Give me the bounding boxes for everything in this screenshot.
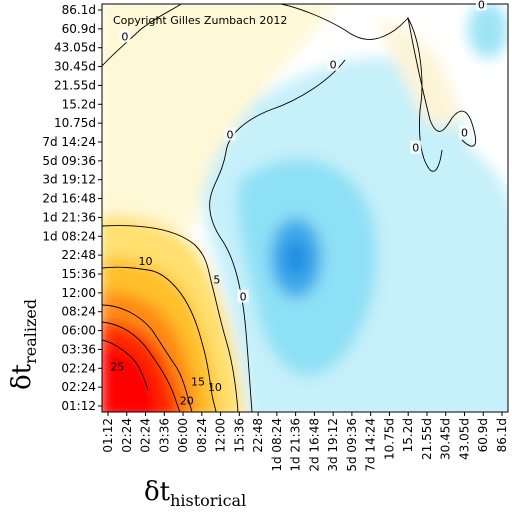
contour-five: [102, 225, 239, 412]
y-tick-label: 86.1d: [62, 3, 96, 17]
y-tick-label: 03:36: [61, 342, 96, 356]
contour-lines: [102, 4, 477, 412]
x-tick-label: 15:36: [232, 418, 246, 453]
x-tick-label: 08:24: [195, 418, 209, 453]
contour-label: 25: [110, 360, 124, 373]
contour-label: 20: [180, 394, 194, 407]
x-tick-label: 15.2d: [401, 418, 415, 452]
contour-label-bg: [119, 29, 131, 43]
y-tick-label: 02:24: [61, 380, 96, 394]
x-tick-label: 60.9d: [476, 418, 490, 452]
x-tick-label: 10.75d: [382, 418, 396, 460]
plot-frame: [101, 3, 509, 413]
contour-label: 0: [461, 127, 468, 140]
x-tick-label: 7d 14:24: [364, 418, 378, 472]
y-axis-title: δtrealized: [7, 299, 40, 390]
x-axis-symbol: δt: [144, 477, 171, 507]
contour-label: 0: [121, 30, 128, 43]
x-tick-label: 1d 08:24: [270, 418, 284, 472]
heat-field: [102, 4, 508, 412]
y-tick-label: 15.2d: [62, 97, 96, 111]
contour-zero-right: [407, 17, 443, 172]
contour-label-bg: [475, 0, 487, 11]
cool-top-right: [468, 4, 508, 58]
y-axis-symbol: δt: [7, 363, 37, 390]
y-tick-label: 7d 14:24: [42, 135, 96, 149]
warm-wash-right: [380, 20, 460, 129]
y-tick-label: 06:00: [61, 324, 96, 338]
y-tick-label: 08:24: [61, 305, 96, 319]
y-tick-label: 01:12: [61, 399, 96, 413]
contour-label: 10: [139, 255, 153, 268]
x-tick-label: 12:00: [214, 418, 228, 453]
x-tick-label: 1d 21:36: [289, 418, 303, 472]
y-tick-label: 1d 21:36: [42, 210, 96, 224]
y-tick-label: 3d 19:12: [42, 173, 96, 187]
x-tick-label: 01:12: [101, 418, 115, 453]
axis-ticks: 01:12 02:24 02:24 03:36 06:00 08:24 12:00 15:36…: [42, 3, 509, 472]
x-axis-subscript: historical: [170, 491, 246, 510]
contour-label: 0: [478, 0, 485, 11]
y-tick-label: 15:36: [61, 267, 96, 281]
x-tick-label: 86.1d: [495, 418, 509, 452]
svg-text:δtrealized: δtrealized: [7, 299, 40, 390]
y-tick-label: 12:00: [61, 286, 96, 300]
contour-ten: [102, 266, 217, 412]
y-tick-label: 43.05d: [54, 41, 96, 55]
contour-fifteen: [102, 304, 193, 412]
y-tick-label: 22:48: [61, 248, 96, 262]
y-tick-label: 30.45d: [54, 60, 96, 74]
x-tick-label: 06:00: [176, 418, 190, 453]
contour-zero-main: [102, 4, 182, 67]
y-tick-label: 10.75d: [54, 116, 96, 130]
contour-label-bg: [327, 57, 339, 71]
contour-label-bg: [458, 125, 470, 139]
x-tick-label: 02:24: [139, 418, 153, 453]
x-tick-label: 22:48: [251, 418, 265, 453]
y-tick-label: 5d 09:36: [42, 154, 96, 168]
contour-label: 0: [330, 59, 337, 72]
y-tick-label: 21.55d: [54, 78, 96, 92]
contour-twentyfive: [102, 339, 149, 391]
x-tick-label: 2d 16:48: [307, 418, 321, 472]
warm-red-core: [102, 345, 159, 412]
contour-label: 5: [213, 274, 220, 287]
contour-label-bg: [224, 127, 236, 141]
y-axis-subscript: realized: [21, 299, 40, 364]
contour-label: 15: [191, 375, 205, 388]
copyright-annotation: Copyright Gilles Zumbach 2012: [113, 14, 287, 27]
svg-text:δthistorical: δthistorical: [144, 477, 246, 510]
contour-zero-left: [209, 59, 346, 412]
y-tick-label: 1d 08:24: [42, 229, 96, 243]
x-tick-label: 02:24: [120, 418, 134, 453]
y-tick-label: 2d 16:48: [42, 192, 96, 206]
contour-label-bg: [410, 140, 422, 154]
x-tick-label: 03:36: [157, 418, 171, 453]
x-tick-label: 43.05d: [457, 418, 471, 460]
y-tick-label: 02:24: [61, 361, 96, 375]
contour-label-bg: [237, 289, 249, 303]
x-axis-title: δthistorical: [144, 477, 246, 510]
contour-label: 0: [240, 291, 247, 304]
x-tick-label: 3d 19:12: [326, 418, 340, 472]
x-tick-label: 5d 09:36: [345, 418, 359, 472]
plot-area: [102, 4, 508, 412]
contour-label: 0: [226, 128, 233, 141]
y-tick-label: 60.9d: [62, 22, 96, 36]
x-tick-label: 21.55d: [420, 418, 434, 460]
contour-label: 10: [208, 381, 222, 394]
contour-twenty: [102, 321, 181, 412]
x-tick-label: 30.45d: [439, 418, 453, 460]
contour-zero-bay: [280, 4, 477, 147]
warm-wash: [102, 4, 337, 230]
contour-label: 0: [412, 142, 419, 155]
cool-core-center: [284, 240, 308, 276]
